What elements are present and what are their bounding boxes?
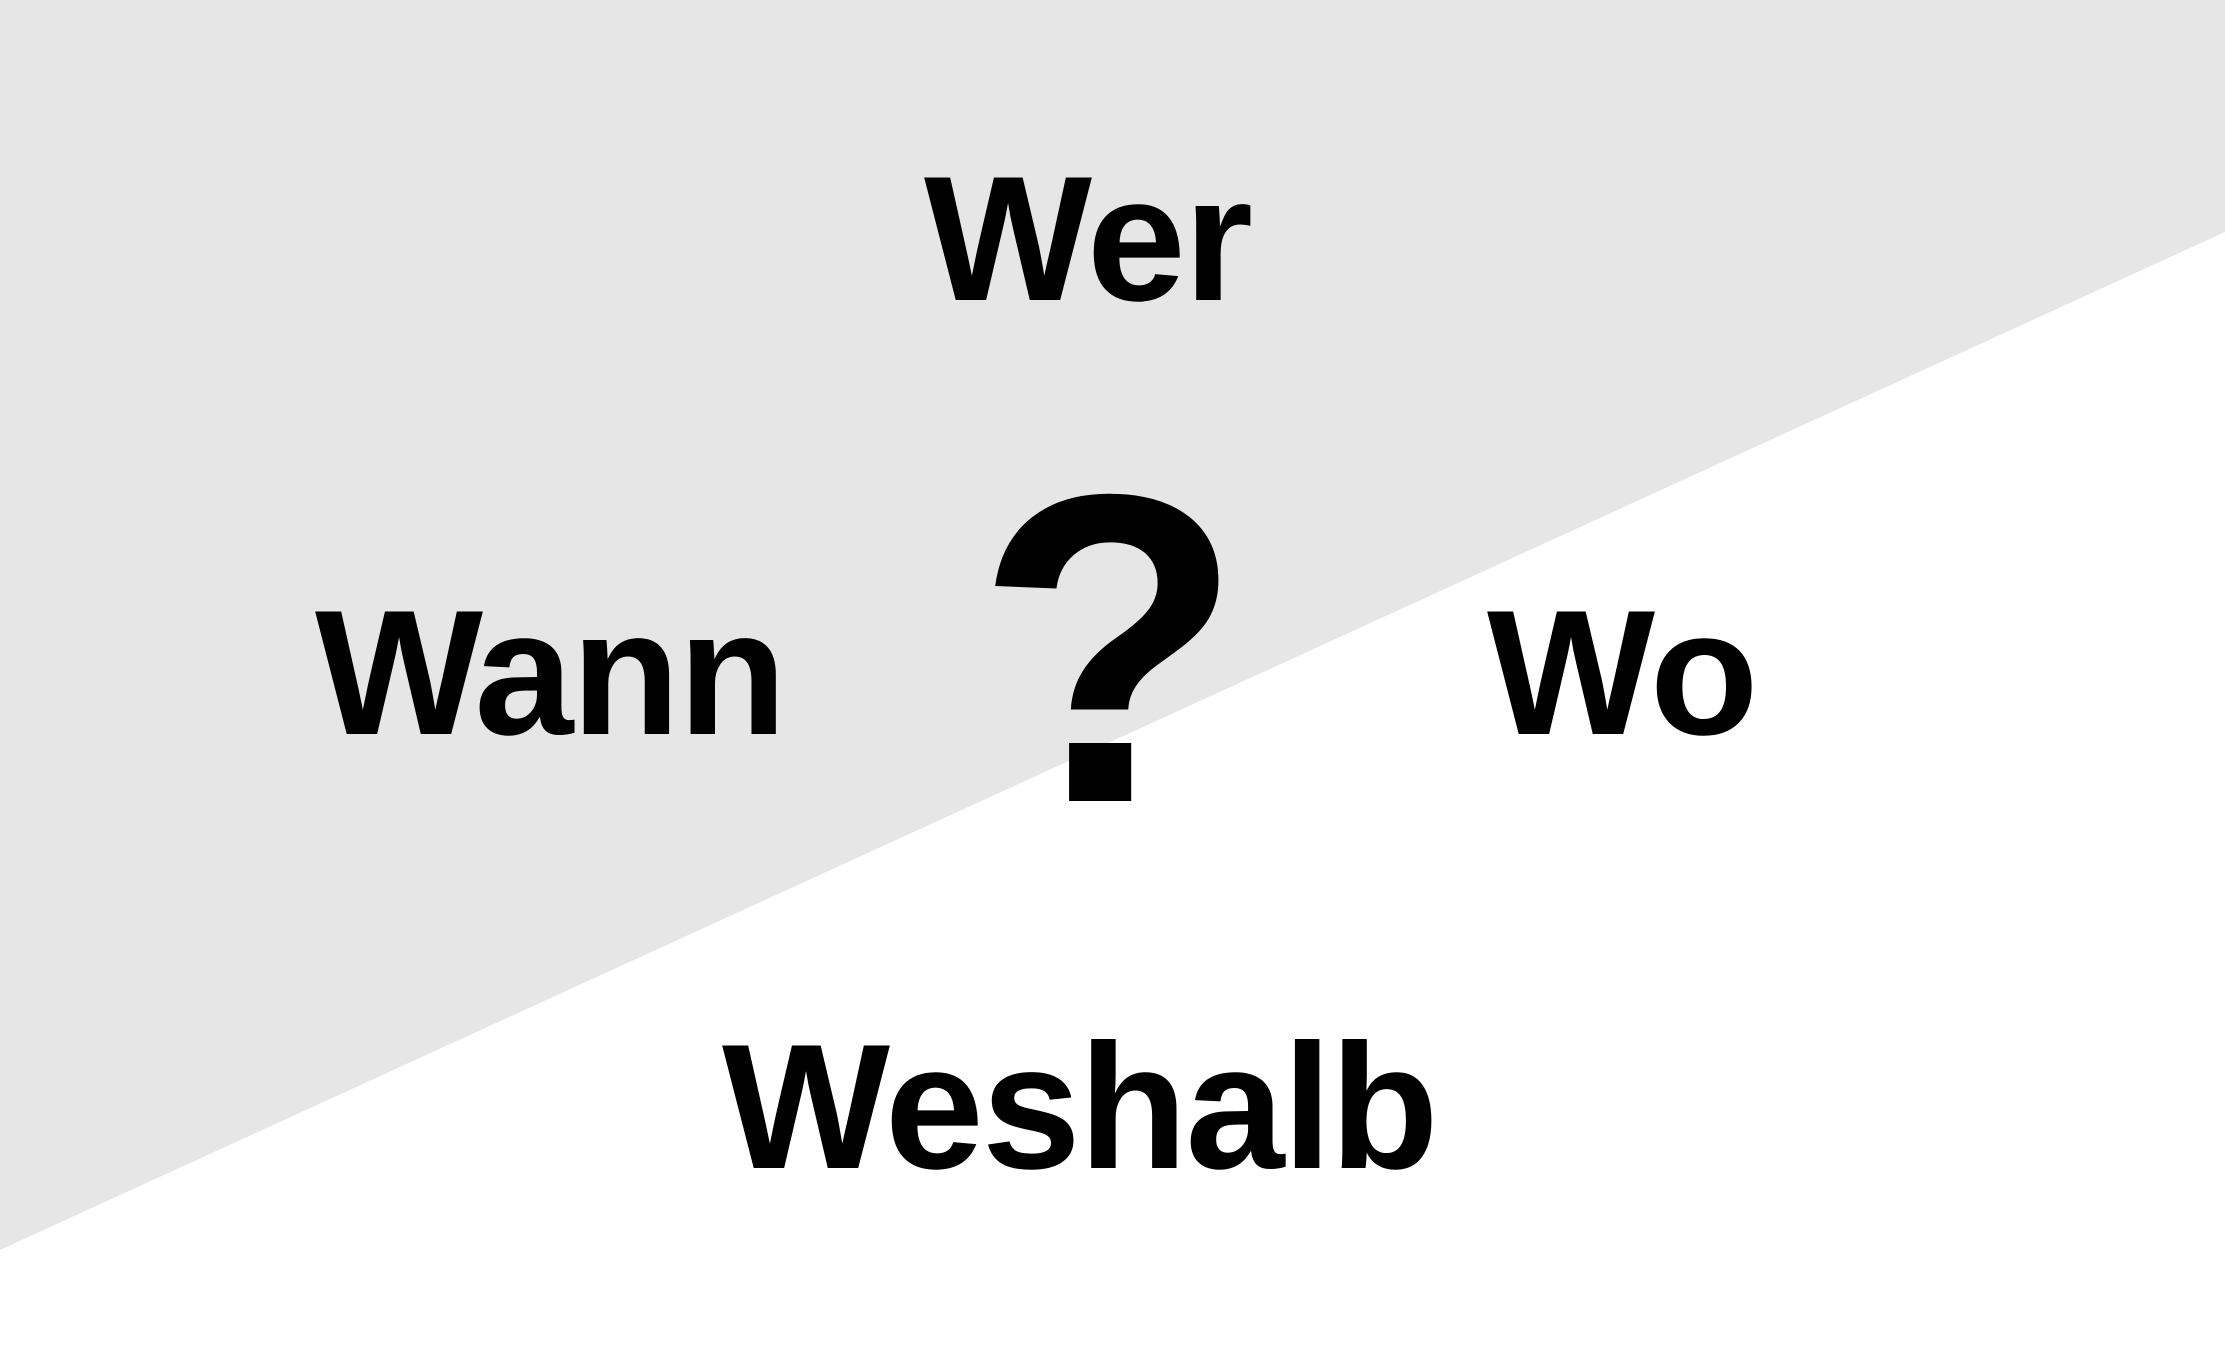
question-mark: ? (975, 404, 1244, 895)
word-wo: Wo (1487, 573, 1759, 772)
word-wann: Wann (315, 573, 787, 772)
word-weshalb: Weshalb (722, 1007, 1439, 1206)
grey-triangle (0, 0, 2225, 1250)
word-wer: Wer (924, 139, 1253, 338)
